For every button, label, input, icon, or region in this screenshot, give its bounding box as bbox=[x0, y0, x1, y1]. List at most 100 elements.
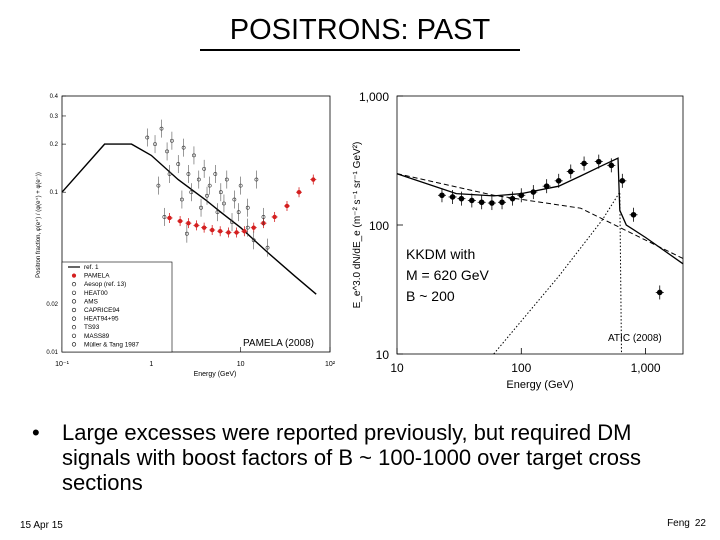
right-y-axis-label: E_e^3.0 dN/dE_e (m⁻² s⁻¹ sr⁻¹ GeV²) bbox=[352, 142, 363, 309]
left-plot-caption: PAMELA (2008) bbox=[243, 338, 314, 349]
legend-entry: Aesop (ref. 13) bbox=[84, 281, 126, 288]
left-measurement-point bbox=[236, 210, 241, 215]
right-x-axis-label: Energy (GeV) bbox=[506, 379, 573, 391]
dm-dotted-curve bbox=[493, 190, 622, 355]
atic-point bbox=[608, 162, 615, 169]
legend-entry: ref. 1 bbox=[84, 264, 99, 271]
left-x-tick-label: 10² bbox=[325, 361, 336, 368]
right-annotation: KKDM with M = 620 GeV B ~ 200 bbox=[406, 246, 490, 304]
legend-entry: HEAT00 bbox=[84, 290, 108, 297]
atic-point bbox=[619, 178, 626, 184]
right-y-tick-label: 1,000 bbox=[359, 90, 389, 104]
left-measurement-point bbox=[230, 220, 234, 225]
left-measurement-point bbox=[170, 138, 174, 143]
left-measurement-point bbox=[162, 215, 167, 219]
right-data-marks bbox=[396, 154, 684, 355]
left-plot: Positron fraction, φ(e⁺) / (φ(e⁺) + φ(e⁻… bbox=[35, 94, 342, 378]
left-measurement-point bbox=[254, 177, 259, 182]
pamela-point bbox=[217, 229, 223, 234]
atic-point bbox=[567, 168, 574, 175]
left-plot-frame bbox=[61, 95, 331, 353]
pamela-point bbox=[167, 215, 172, 221]
left-measurement-point bbox=[245, 205, 250, 210]
legend-entry: CAPRICE94 bbox=[84, 307, 120, 314]
left-measurement-point bbox=[165, 149, 169, 154]
left-measurement-point bbox=[218, 190, 223, 195]
left-y-tick-label: 0.02 bbox=[46, 302, 58, 308]
left-measurement-point bbox=[213, 172, 218, 176]
pamela-point bbox=[177, 218, 183, 224]
right-x-tick-label: 10 bbox=[390, 361, 404, 375]
left-measurement-point bbox=[167, 172, 172, 176]
pamela-point bbox=[186, 220, 191, 226]
atic-point bbox=[499, 199, 505, 206]
right-x-tick-label: 1,000 bbox=[631, 361, 661, 375]
legend-marker-symbol bbox=[71, 325, 77, 330]
left-x-tick-label: 10 bbox=[237, 361, 245, 368]
left-measurement-point bbox=[202, 166, 207, 171]
legend-marker-symbol bbox=[71, 290, 77, 295]
bullet-marker: • bbox=[32, 420, 40, 445]
right-plot-frame bbox=[396, 95, 684, 355]
kkdm-total-curve bbox=[396, 157, 684, 265]
left-measurement-point bbox=[184, 231, 189, 236]
atic-point bbox=[581, 160, 587, 167]
footer-date: 15 Apr 15 bbox=[20, 520, 63, 531]
legend-marker-symbol bbox=[71, 307, 77, 313]
legend-marker-symbol bbox=[71, 282, 77, 287]
footer-page-number: 22 bbox=[694, 518, 706, 529]
pamela-point bbox=[296, 190, 302, 195]
left-model-curve bbox=[61, 143, 317, 295]
left-y-tick-label: 0.01 bbox=[46, 350, 58, 356]
legend-entry: TS93 bbox=[84, 324, 100, 331]
left-measurement-point bbox=[189, 190, 194, 195]
left-measurement-point bbox=[186, 172, 191, 176]
left-data-marks bbox=[61, 119, 317, 295]
legend-entry: AMS bbox=[84, 298, 98, 305]
left-measurement-point bbox=[180, 197, 184, 202]
left-x-axis-label: Energy (GeV) bbox=[194, 371, 237, 378]
pamela-point bbox=[201, 225, 207, 230]
left-y-tick-label: 0.1 bbox=[50, 190, 59, 196]
legend-entry: PAMELA bbox=[84, 273, 110, 280]
left-y-tick-label: 0.3 bbox=[50, 114, 59, 120]
left-measurement-point bbox=[238, 183, 243, 188]
annotation-line-2: M = 620 GeV bbox=[406, 267, 490, 283]
pamela-point bbox=[194, 223, 199, 228]
left-y-tick-label: 0.4 bbox=[50, 94, 59, 100]
atic-point bbox=[449, 194, 456, 200]
legend-entry: HEAT94+95 bbox=[84, 316, 119, 323]
left-measurement-point bbox=[207, 183, 212, 188]
right-plot: E_e^3.0 dN/dE_e (m⁻² s⁻¹ sr⁻¹ GeV²) Ener… bbox=[352, 90, 684, 391]
legend-entry: Müller & Tang 1987 bbox=[84, 341, 139, 348]
atic-point bbox=[656, 289, 663, 296]
pamela-point bbox=[242, 229, 247, 234]
pamela-point bbox=[209, 227, 215, 233]
pamela-point bbox=[226, 230, 231, 235]
footer-author: Feng bbox=[667, 518, 690, 529]
atic-point bbox=[555, 178, 562, 184]
left-measurement-point bbox=[222, 201, 226, 206]
pamela-point bbox=[251, 225, 256, 230]
left-legend-box bbox=[61, 261, 173, 353]
legend-marker-symbol bbox=[71, 299, 77, 304]
left-measurement-point bbox=[181, 145, 186, 150]
left-measurement-point bbox=[224, 177, 229, 182]
left-measurement-point bbox=[159, 126, 164, 131]
atic-point bbox=[595, 158, 602, 165]
left-measurement-point bbox=[192, 153, 196, 158]
legend-marker-symbol bbox=[71, 342, 77, 347]
left-measurement-point bbox=[196, 177, 201, 182]
background-dashed-curve bbox=[396, 173, 684, 259]
left-measurement-point bbox=[215, 210, 220, 215]
right-plot-caption: ATIC (2008) bbox=[608, 333, 662, 344]
atic-point bbox=[509, 195, 516, 202]
left-y-axis-label: Positron fraction, φ(e⁺) / (φ(e⁺) + φ(e⁻… bbox=[35, 172, 42, 278]
left-measurement-point bbox=[261, 215, 266, 219]
atic-point bbox=[530, 189, 537, 195]
left-measurement-point bbox=[251, 238, 256, 243]
left-measurement-point bbox=[145, 135, 150, 140]
